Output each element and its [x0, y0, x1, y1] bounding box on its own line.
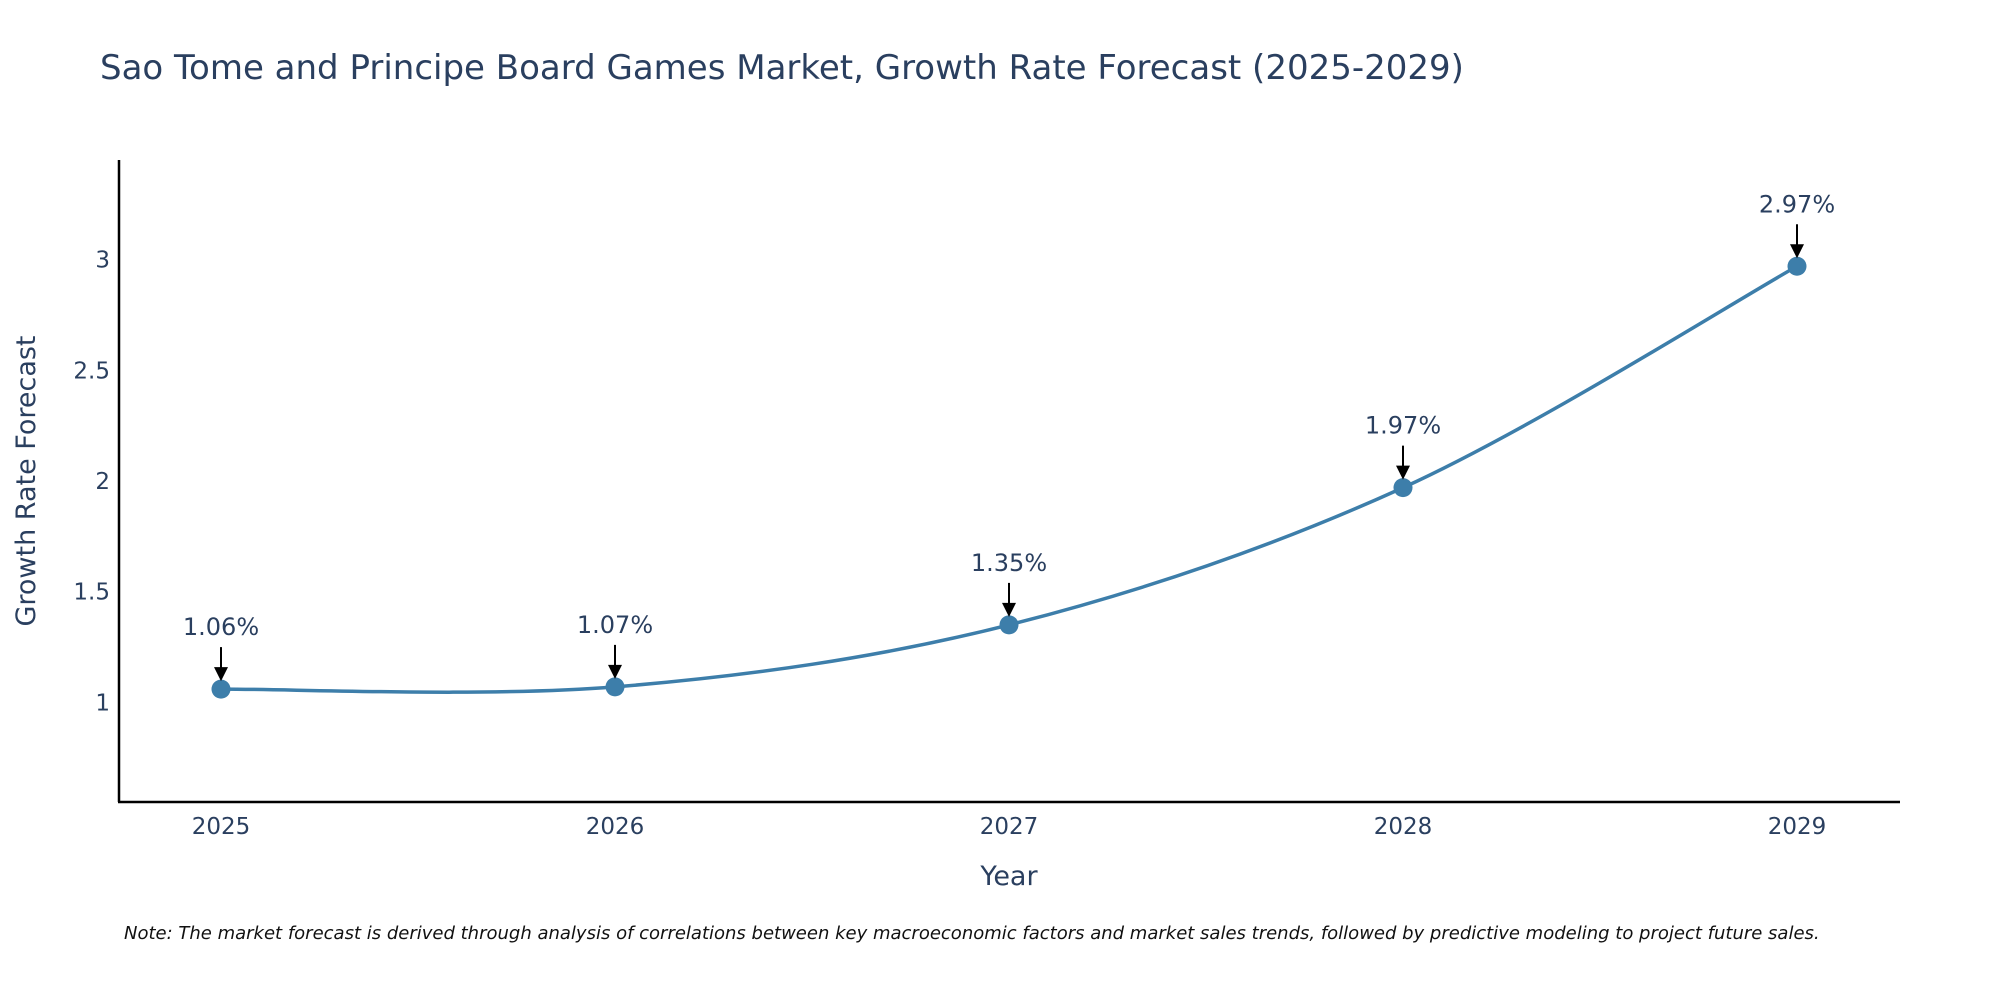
- data-labels: 1.06% 1.07% 1.35% 1.97% 2.97%: [183, 190, 1835, 682]
- x-tick-label: 2029: [1768, 814, 1827, 840]
- x-axis-title: Year: [979, 861, 1038, 892]
- chart-title: Sao Tome and Principe Board Games Market…: [100, 48, 1464, 88]
- y-tick-label: 1: [95, 690, 110, 716]
- data-point: [999, 615, 1019, 635]
- y-axis-title: Growth Rate Forecast: [11, 335, 42, 626]
- data-point: [1393, 478, 1413, 498]
- data-label: 1.06%: [183, 613, 259, 641]
- annotation-arrowhead: [608, 664, 622, 679]
- x-tick-label: 2027: [980, 814, 1039, 840]
- y-tick-label: 1.5: [73, 580, 110, 606]
- data-point: [211, 679, 231, 699]
- x-tick-label: 2026: [586, 814, 645, 840]
- annotation-arrowhead: [214, 667, 228, 682]
- data-label: 1.35%: [971, 549, 1047, 577]
- annotation-arrowhead: [1790, 244, 1804, 259]
- footnote: Note: The market forecast is derived thr…: [124, 923, 1820, 944]
- annotation-arrowhead: [1002, 602, 1016, 617]
- x-tick-label: 2028: [1374, 814, 1433, 840]
- data-points: [211, 256, 1807, 699]
- data-label: 1.97%: [1365, 412, 1441, 440]
- annotation-arrowhead: [1396, 465, 1410, 480]
- data-label: 1.07%: [577, 611, 653, 639]
- series-line: [220, 264, 1798, 694]
- y-tick-label: 2: [95, 469, 110, 495]
- y-tick-label: 2.5: [73, 358, 110, 384]
- data-point: [1787, 256, 1807, 276]
- y-axis-ticks: 1 1.5 2 2.5 3: [73, 248, 110, 717]
- data-point: [605, 677, 625, 697]
- y-tick-label: 3: [95, 248, 110, 274]
- data-label: 2.97%: [1759, 190, 1835, 218]
- x-axis-ticks: 2025 2026 2027 2028 2029: [192, 814, 1827, 840]
- x-tick-label: 2025: [192, 814, 251, 840]
